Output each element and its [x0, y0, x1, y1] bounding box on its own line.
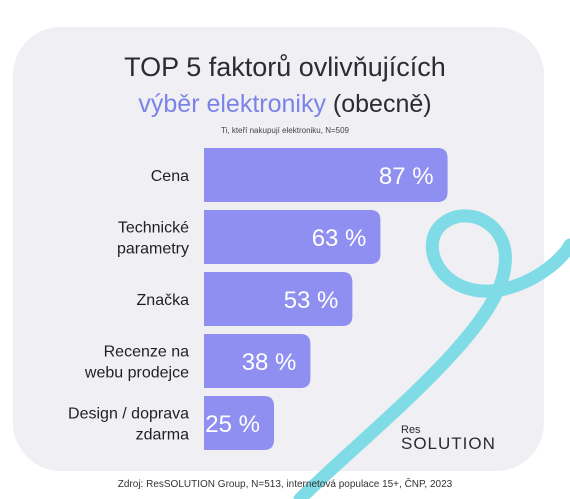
- bar: [204, 148, 448, 202]
- title-accent: výběr elektroniky: [138, 90, 326, 118]
- category-label: Design / doprava: [68, 406, 189, 423]
- bar-value-label: 63 %: [312, 225, 367, 252]
- category-label: webu prodejce: [84, 365, 189, 382]
- bar: [204, 334, 311, 388]
- chart-title: TOP 5 faktorů ovlivňujících: [124, 52, 446, 82]
- bar-value-label: 53 %: [284, 287, 339, 314]
- bar: [204, 272, 353, 326]
- source-note: Zdroj: ResSOLUTION Group, N=513, interne…: [117, 479, 453, 490]
- category-label: Cena: [151, 168, 189, 185]
- bar-value-label: 87 %: [379, 163, 434, 190]
- category-label: zdarma: [136, 427, 189, 444]
- chart-subtitle: Ti, kteří nakupují elektroniku, N=509: [221, 126, 349, 135]
- category-label: parametry: [117, 241, 189, 258]
- bar: [204, 210, 381, 264]
- title-plain: (obecně): [332, 90, 432, 118]
- category-label: Recenze na: [104, 344, 189, 361]
- chart-title-line2: výběr elektroniky (obecně): [0, 90, 570, 119]
- bar-value-label: 25 %: [205, 411, 260, 438]
- category-label: Technické: [118, 220, 189, 237]
- category-label: Značka: [137, 292, 190, 309]
- bar-value-label: 38 %: [242, 349, 297, 376]
- bar: [204, 396, 274, 450]
- logo-res: Res: [401, 424, 421, 436]
- logo-solution: SOLUTION: [401, 434, 496, 453]
